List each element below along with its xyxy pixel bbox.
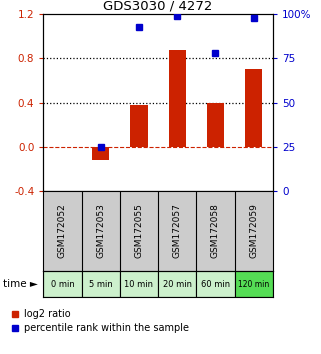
Bar: [207, 103, 224, 147]
Text: 120 min: 120 min: [238, 280, 269, 289]
Text: 10 min: 10 min: [125, 280, 153, 289]
Text: 0 min: 0 min: [51, 280, 74, 289]
Bar: [235, 271, 273, 297]
Text: 20 min: 20 min: [163, 280, 192, 289]
Bar: [158, 271, 196, 297]
Text: 5 min: 5 min: [89, 280, 113, 289]
Text: GSM172058: GSM172058: [211, 204, 220, 258]
Legend: log2 ratio, percentile rank within the sample: log2 ratio, percentile rank within the s…: [11, 309, 189, 333]
Bar: [92, 147, 109, 160]
Text: 60 min: 60 min: [201, 280, 230, 289]
Bar: [82, 271, 120, 297]
Text: time ►: time ►: [3, 279, 38, 289]
Title: GDS3030 / 4272: GDS3030 / 4272: [103, 0, 213, 13]
Text: GSM172052: GSM172052: [58, 204, 67, 258]
Text: GSM172055: GSM172055: [134, 204, 143, 258]
Bar: [120, 271, 158, 297]
Bar: [245, 69, 262, 147]
Bar: [43, 271, 82, 297]
Text: GSM172053: GSM172053: [96, 204, 105, 258]
Bar: [196, 271, 235, 297]
Bar: [130, 105, 148, 147]
Text: GSM172057: GSM172057: [173, 204, 182, 258]
Text: GSM172059: GSM172059: [249, 204, 258, 258]
Bar: [169, 50, 186, 147]
